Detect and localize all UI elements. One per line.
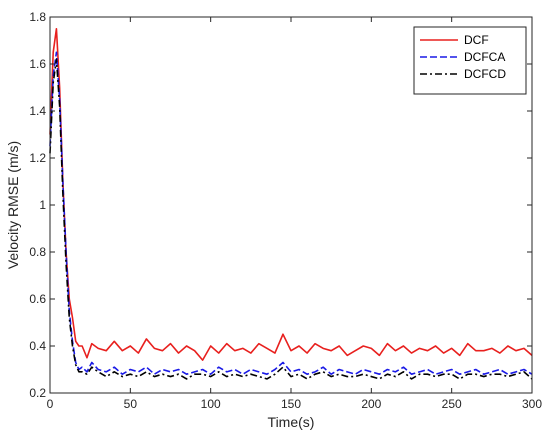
x-tick-label: 50 (124, 397, 138, 411)
y-tick-label: 0.4 (29, 339, 46, 353)
y-axis-label: Velocity RMSE (m/s) (5, 141, 21, 269)
series-lines (49, 27, 533, 380)
y-tick-label: 1.4 (29, 104, 46, 118)
legend-label: DCF (464, 33, 489, 47)
x-tick-label: 150 (281, 397, 301, 411)
x-tick-label: 250 (442, 397, 462, 411)
series-line-dcfcd (49, 58, 533, 380)
x-tick-label: 0 (47, 397, 54, 411)
y-tick-label: 0.8 (29, 245, 46, 259)
y-tick-label: 0.6 (29, 292, 46, 306)
x-tick-label: 300 (522, 397, 542, 411)
y-tick-label: 1.2 (29, 151, 46, 165)
legend-label: DCFCD (464, 67, 506, 81)
x-tick-label: 200 (361, 397, 381, 411)
y-tick-label: 1.8 (29, 10, 46, 24)
legend: DCF DCFCA DCFCD (413, 26, 527, 95)
legend-box (413, 26, 527, 95)
axis-ticks: 0 50 100 150 200 250 300 0.2 0.4 0.6 0.8 1 1.2 1.4 1.6… (29, 10, 542, 411)
y-tick-label: 0.2 (29, 386, 46, 400)
x-axis-label: Time(s) (268, 414, 315, 430)
y-tick-label: 1.6 (29, 57, 46, 71)
series-line-dcfca (49, 51, 533, 376)
series-line-dcf (49, 27, 533, 361)
legend-label: DCFCA (464, 50, 505, 64)
y-tick-label: 1 (39, 198, 46, 212)
x-tick-label: 100 (201, 397, 221, 411)
